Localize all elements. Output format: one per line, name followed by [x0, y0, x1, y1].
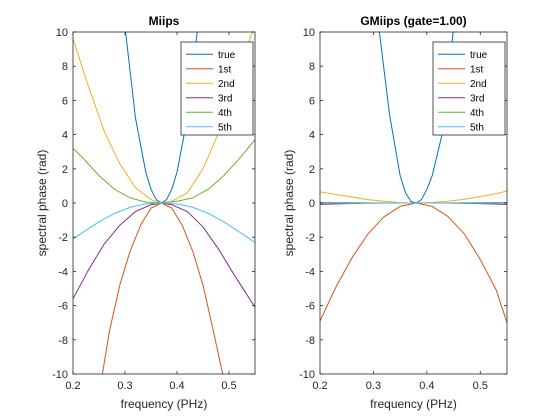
x-axis-label: frequency (PHz) [370, 397, 457, 411]
legend-box [180, 41, 254, 136]
legend-label: 5th [470, 122, 484, 133]
y-tick-label: -2 [58, 232, 68, 244]
legend-label: 3rd [470, 93, 484, 104]
y-tick-label: 10 [303, 27, 315, 39]
y-tick-label: 8 [309, 61, 315, 73]
legend: true 1st 2nd 3rd 4th 5th [180, 41, 254, 136]
x-axis-label: frequency (PHz) [121, 397, 208, 411]
y-tick-label: 10 [56, 27, 68, 39]
x-tick-label: 0.5 [221, 380, 236, 392]
y-tick-label: -8 [305, 335, 315, 347]
x-tick-label: 0.3 [117, 380, 132, 392]
legend-label: 1st [470, 64, 484, 75]
legend-label: true [470, 50, 488, 61]
y-tick-label: 6 [309, 95, 315, 107]
legend-label: 1st [218, 64, 232, 75]
x-tick-label: 0.4 [169, 380, 184, 392]
y-tick-label: 6 [62, 95, 68, 107]
legend-box [432, 41, 506, 136]
x-tick-label: 0.4 [419, 380, 434, 392]
legend-label: true [218, 50, 236, 61]
y-tick-label: 2 [62, 164, 68, 176]
y-tick-label: 8 [62, 61, 68, 73]
x-tick-label: 0.5 [473, 380, 488, 392]
y-tick-label: -6 [58, 301, 68, 313]
series-lines [320, 32, 507, 323]
y-axis-label: spectral phase (rad) [35, 150, 49, 257]
legend-label: 2nd [470, 79, 487, 90]
series-line-5th [73, 202, 255, 243]
chart-panel-1: 0.2 0.3 0.4 0.5 -10 -8 -6 -4 -2 0 2 4 6 8 10 Miips frequ… [35, 14, 256, 411]
y-tick-label: -10 [299, 369, 315, 381]
legend-label: 5th [218, 122, 232, 133]
y-tick-label: 0 [62, 198, 68, 210]
y-tick-label: -6 [305, 301, 315, 313]
x-tick-label: 0.2 [312, 380, 327, 392]
x-tick-label: 0.3 [366, 380, 381, 392]
legend-label: 4th [470, 108, 484, 119]
legend-label: 3rd [218, 93, 232, 104]
y-tick-label: -10 [52, 369, 68, 381]
y-tick-label: 0 [309, 198, 315, 210]
y-tick-label: -4 [58, 266, 68, 278]
y-tick-label: -4 [305, 266, 315, 278]
series-lines [73, 32, 255, 374]
y-tick-label: -8 [58, 335, 68, 347]
chart-title: Miips [149, 14, 180, 28]
y-axis-label: spectral phase (rad) [282, 150, 296, 257]
y-tick-label: 2 [309, 164, 315, 176]
x-tick-label: 0.2 [65, 380, 80, 392]
legend-label: 2nd [218, 79, 235, 90]
legend-label: 4th [218, 108, 232, 119]
legend: true 1st 2nd 3rd 4th 5th [432, 41, 506, 136]
y-tick-label: -2 [305, 232, 315, 244]
y-tick-label: 4 [62, 130, 68, 142]
chart-title: GMiips (gate=1.00) [360, 14, 466, 28]
y-tick-label: 4 [309, 130, 315, 142]
chart-panel-2: 0.2 0.3 0.4 0.5 -10 -8 -6 -4 -2 0 2 4 6 8 10 GMiips (ga… [282, 14, 508, 411]
